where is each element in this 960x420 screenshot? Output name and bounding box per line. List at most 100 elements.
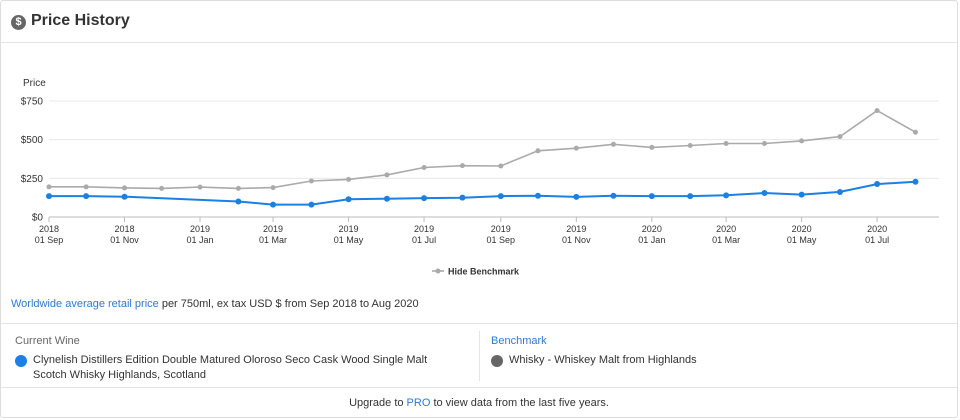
benchmark-point xyxy=(83,184,89,190)
current-wine-point xyxy=(723,192,730,199)
y-tick-label: $0 xyxy=(32,213,44,224)
benchmark-point xyxy=(270,185,276,191)
current-wine-point xyxy=(687,193,694,200)
benchmark-point xyxy=(912,129,918,135)
benchmark-point xyxy=(535,148,541,154)
x-tick-year: 2018 xyxy=(39,224,59,234)
current-wine-point xyxy=(761,190,768,197)
y-tick-label: $500 xyxy=(21,135,44,146)
x-tick-year: 2018 xyxy=(114,224,134,234)
x-tick-year: 2019 xyxy=(491,224,511,234)
current-wine-point xyxy=(345,196,352,203)
x-tick-label: 01 May xyxy=(334,235,364,245)
current-wine-point xyxy=(648,193,655,200)
chart-caption: Worldwide average retail price per 750ml… xyxy=(11,298,419,310)
x-tick-year: 2019 xyxy=(414,224,434,234)
retail-price-link[interactable]: Worldwide average retail price xyxy=(11,298,159,310)
benchmark-point xyxy=(384,172,390,178)
x-tick-label: 01 Jul xyxy=(412,235,436,245)
current-wine-point xyxy=(421,195,428,202)
x-tick-label: 01 Jan xyxy=(186,235,213,245)
benchmark-section: Benchmark Whisky - Whiskey Malt from Hig… xyxy=(491,335,931,368)
x-tick-label: 01 Jul xyxy=(865,235,889,245)
current-wine-point xyxy=(497,193,504,200)
current-wine-point xyxy=(874,181,881,188)
x-tick-label: 01 Mar xyxy=(259,235,287,245)
current-wine-line xyxy=(49,180,916,206)
y-tick-label: $250 xyxy=(21,174,44,185)
x-tick-label: 01 Nov xyxy=(110,235,139,245)
benchmark-name: Whisky - Whiskey Malt from Highlands xyxy=(509,354,697,366)
benchmark-point xyxy=(159,185,165,191)
current-wine-point xyxy=(798,191,805,198)
x-tick-year: 2020 xyxy=(716,224,736,234)
benchmark-link[interactable]: Benchmark xyxy=(491,335,547,347)
current-wine-point xyxy=(912,178,919,185)
benchmark-point xyxy=(761,141,767,147)
x-tick-label: 01 Mar xyxy=(712,235,740,245)
current-wine-title: Current Wine xyxy=(15,335,80,347)
current-wine-point xyxy=(610,192,617,199)
benchmark-point xyxy=(837,134,843,140)
column-separator xyxy=(479,331,480,381)
current-wine-point xyxy=(573,193,580,200)
x-tick-label: 01 May xyxy=(787,235,817,245)
panel-header: $ Price History xyxy=(1,1,957,43)
benchmark-point xyxy=(122,185,128,191)
benchmark-color-dot xyxy=(491,355,503,367)
current-wine-point xyxy=(534,192,541,199)
x-tick-year: 2019 xyxy=(263,224,283,234)
y-axis-label: Price xyxy=(23,78,46,89)
x-tick-year: 2020 xyxy=(867,224,887,234)
x-tick-year: 2020 xyxy=(642,224,662,234)
current-wine-point xyxy=(121,193,128,200)
x-tick-year: 2019 xyxy=(339,224,359,234)
benchmark-point xyxy=(723,141,729,147)
hide-benchmark-toggle[interactable]: Hide Benchmark xyxy=(448,267,520,277)
benchmark-point xyxy=(421,165,427,171)
upgrade-footer: Upgrade to PRO to view data from the las… xyxy=(1,397,957,409)
footer-text-before: Upgrade to xyxy=(349,397,407,409)
divider xyxy=(1,387,957,388)
current-wine-section: Current Wine Clynelish Distillers Editio… xyxy=(15,335,455,383)
current-wine-point xyxy=(46,193,52,200)
benchmark-point xyxy=(498,163,504,169)
x-tick-label: 01 Sep xyxy=(35,235,64,245)
current-wine-point xyxy=(308,201,315,208)
x-tick-year: 2020 xyxy=(792,224,812,234)
benchmark-point xyxy=(799,138,805,144)
benchmark-point xyxy=(610,141,616,147)
benchmark-point xyxy=(235,185,241,191)
current-wine-name: Clynelish Distillers Edition Double Matu… xyxy=(33,354,428,381)
x-tick-year: 2019 xyxy=(566,224,586,234)
current-wine-point xyxy=(383,195,390,202)
benchmark-point xyxy=(346,176,352,182)
legend-marker xyxy=(435,268,441,274)
divider xyxy=(1,323,957,324)
dollar-circle-icon: $ xyxy=(11,15,26,30)
benchmark-point xyxy=(308,178,314,184)
x-tick-label: 01 Nov xyxy=(562,235,591,245)
current-wine-point xyxy=(235,198,242,205)
x-tick-label: 01 Jan xyxy=(638,235,665,245)
current-wine-color-dot xyxy=(15,355,27,367)
caption-text: per 750ml, ex tax USD $ from Sep 2018 to… xyxy=(158,298,419,310)
current-wine-point xyxy=(459,194,466,201)
benchmark-point xyxy=(874,108,880,114)
current-wine-point xyxy=(270,201,277,208)
current-wine-entry: Clynelish Distillers Edition Double Matu… xyxy=(15,353,455,383)
pro-link[interactable]: PRO xyxy=(406,397,431,409)
benchmark-point xyxy=(459,163,465,169)
benchmark-point xyxy=(687,143,693,149)
footer-text-after: to view data from the last five years. xyxy=(430,397,609,409)
benchmark-line xyxy=(49,109,916,190)
benchmark-point xyxy=(46,184,52,190)
benchmark-point xyxy=(649,144,655,150)
benchmark-point xyxy=(573,145,579,151)
benchmark-point xyxy=(197,184,203,190)
y-tick-label: $750 xyxy=(21,97,44,108)
x-tick-label: 01 Sep xyxy=(487,235,516,245)
current-wine-point xyxy=(836,188,843,195)
